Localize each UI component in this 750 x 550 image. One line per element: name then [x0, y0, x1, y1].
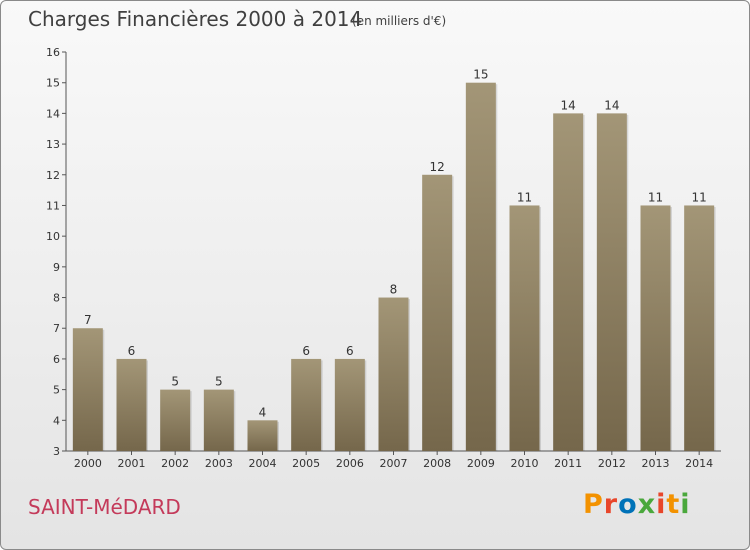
bar-2012 [596, 113, 627, 451]
y-tick-label: 15 [46, 77, 60, 90]
bar-2002 [160, 389, 191, 451]
x-tick-label: 2012 [598, 457, 626, 470]
y-tick-label: 16 [46, 46, 60, 59]
logo-letter: i [656, 489, 667, 520]
x-tick-label: 2005 [292, 457, 320, 470]
data-label: 14 [561, 98, 576, 112]
data-label: 11 [692, 190, 707, 204]
chart-subtitle: (en milliers d'€) [352, 14, 447, 28]
x-tick-label: 2006 [336, 457, 364, 470]
data-label: 6 [346, 344, 354, 358]
y-axis: 3 4 5 6 7 8 9 10 11 12 13 14 15 16 [46, 46, 67, 458]
y-tick-label: 13 [46, 138, 60, 151]
bar-2005 [291, 358, 322, 451]
x-tick-label: 2007 [380, 457, 408, 470]
y-tick-label: 12 [46, 169, 60, 182]
bar-2009 [465, 82, 496, 451]
x-tick-label: 2011 [554, 457, 582, 470]
logo-letter: t [666, 489, 681, 520]
bar-2013 [640, 205, 671, 451]
y-tick-label: 14 [46, 107, 60, 120]
bar-2008 [422, 174, 453, 451]
logo-letter: P [583, 489, 604, 520]
bar-2001 [116, 358, 147, 451]
y-tick-label: 3 [53, 445, 60, 458]
data-label: 11 [517, 190, 532, 204]
x-tick-label: 2004 [249, 457, 277, 470]
y-tick-label: 10 [46, 230, 60, 243]
y-tick-label: 5 [53, 384, 60, 397]
data-label: 11 [648, 190, 663, 204]
commune-name: SAINT-MéDARD [28, 495, 181, 519]
x-tick-label: 2009 [467, 457, 495, 470]
y-tick-label: 9 [53, 261, 60, 274]
data-label: 7 [84, 313, 92, 327]
chart-title: Charges Financières 2000 à 2014 [28, 7, 363, 31]
x-tick-label: 2008 [423, 457, 451, 470]
data-label: 5 [171, 375, 179, 389]
x-tick-label: 2010 [511, 457, 539, 470]
x-tick-label: 2003 [205, 457, 233, 470]
y-tick-label: 4 [53, 414, 60, 427]
bar-2006 [334, 358, 365, 451]
x-tick-label: 2014 [685, 457, 713, 470]
logo-letter: x [637, 489, 657, 520]
data-label: 14 [604, 98, 619, 112]
y-tick-label: 7 [53, 322, 60, 335]
data-label: 6 [302, 344, 310, 358]
y-tick-label: 11 [46, 199, 60, 212]
bar-2011 [553, 113, 584, 451]
logo-letter: i [680, 489, 691, 520]
y-tick-label: 6 [53, 353, 60, 366]
x-tick-label: 2002 [161, 457, 189, 470]
y-tick-label: 8 [53, 292, 60, 305]
bar-2003 [203, 389, 234, 451]
bar-2000 [72, 328, 103, 451]
logo-letter: o [618, 489, 638, 520]
data-label: 6 [128, 344, 136, 358]
data-label: 4 [259, 405, 267, 419]
bar-2014 [684, 205, 715, 451]
bars: 7 6 5 5 4 6 6 8 12 15 11 14 14 11 11 [72, 68, 716, 451]
proxiti-logo: Proxiti [583, 489, 691, 520]
x-axis: 2000 2001 2002 2003 2004 2005 2006 2007 2008 2009… [66, 450, 721, 470]
bar-2010 [509, 205, 540, 451]
data-label: 15 [473, 68, 488, 82]
x-tick-label: 2001 [118, 457, 146, 470]
data-label: 12 [430, 160, 445, 174]
data-label: 5 [215, 375, 223, 389]
data-label: 8 [390, 283, 398, 297]
x-tick-label: 2000 [74, 457, 102, 470]
x-tick-label: 2013 [642, 457, 670, 470]
bar-2007 [378, 297, 409, 451]
bar-2004 [247, 420, 278, 451]
logo-letter: r [603, 489, 619, 520]
